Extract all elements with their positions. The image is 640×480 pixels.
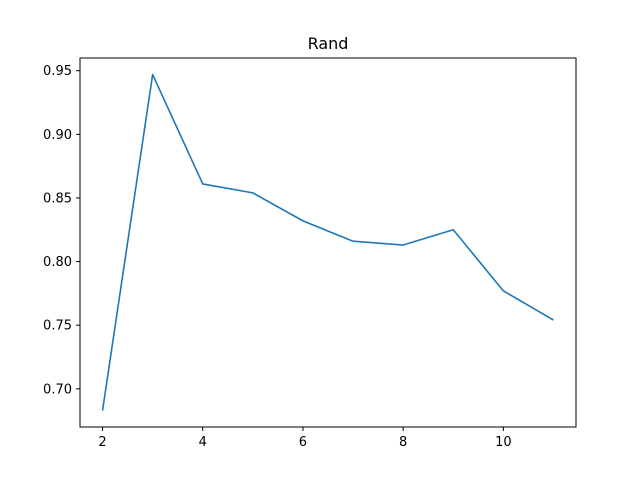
y-tick-label: 0.95 (43, 64, 72, 79)
y-tick-label: 0.85 (43, 191, 72, 206)
x-tick-label: 10 (495, 435, 512, 450)
x-tick-label: 6 (299, 435, 307, 450)
x-tick-label: 2 (98, 435, 106, 450)
y-tick-label: 0.80 (43, 255, 72, 270)
y-tick-label: 0.90 (43, 128, 72, 143)
plot-area: 2 4 6 8 10 0.70 0.75 0.80 0.85 0.90 0.95 (43, 64, 554, 450)
x-tick-label: 8 (399, 435, 407, 450)
axes-frame (79, 57, 577, 428)
chart-title: Rand (308, 34, 349, 53)
y-tick-label: 0.70 (43, 382, 72, 397)
series-line (101, 73, 554, 411)
x-tick-label: 4 (199, 435, 207, 450)
y-tick-label: 0.75 (43, 319, 72, 334)
